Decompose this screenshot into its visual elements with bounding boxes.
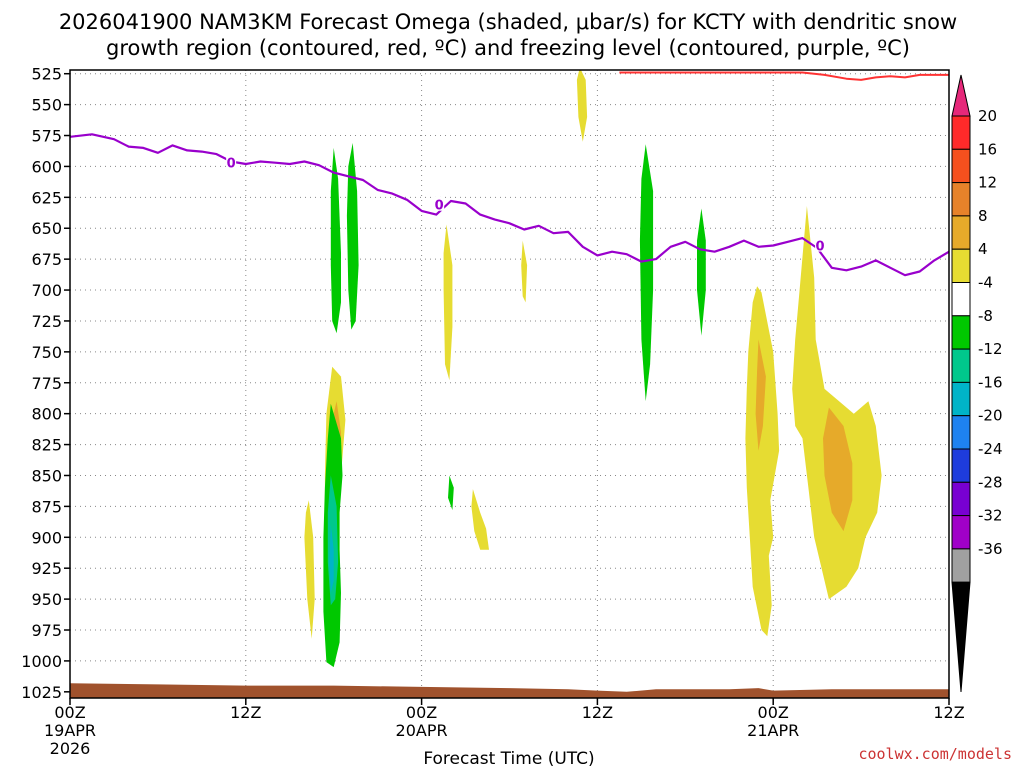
colorbar-swatch [951,182,971,217]
ground-terrain [70,683,949,698]
contour-label-bg [434,196,445,211]
y-tick-label: 525 [31,65,62,84]
colorbar-label: 12 [978,174,997,192]
x-tick-date: 20APR [396,721,448,740]
colorbar-swatch [951,448,971,483]
omega-region [823,407,853,532]
omega-region [304,500,315,639]
colorbar-label: -24 [978,440,1003,458]
omega-region [521,240,528,303]
y-tick-label: 1000 [21,652,62,671]
colorbar-label: 4 [978,240,988,258]
omega-region [346,142,359,330]
colorbar-label: -16 [978,373,1003,391]
omega-region [329,524,334,593]
y-tick-label: 675 [31,250,62,269]
y-tick-label: 550 [31,96,62,115]
colorbar-label: -4 [978,274,993,292]
x-tick-year: 2026 [50,739,91,758]
y-tick-label: 875 [31,497,62,516]
colorbar-top-arrow [951,74,971,117]
x-tick-label: 00Z [54,703,85,722]
y-tick-label: 975 [31,621,62,640]
credit-text: coolwx.com/models [858,745,1012,763]
y-tick-label: 750 [31,343,62,362]
freezing-level-label: 0 [435,199,444,214]
colorbar-label: 8 [978,207,988,225]
x-tick-date: 19APR [44,721,96,740]
dgz-contour-line [619,71,949,81]
colorbar-swatch [951,515,971,550]
omega-region [639,144,654,402]
colorbar-label: -12 [978,340,1003,358]
colorbar-swatch [951,381,971,417]
colorbar-label: -8 [978,307,993,325]
omega-region [448,475,454,511]
omega-region [792,206,882,600]
plot-area: 0 0 0 525 550 575 600 625 650 675 700 725 750 775 800… [21,65,964,758]
x-tick-date: 21APR [747,721,799,740]
colorbar-label: -32 [978,507,1003,525]
colorbar-label: 20 [978,107,997,125]
chart-title-line2: growth region (contoured, red, ºC) and f… [106,36,910,60]
colorbar-swatch [951,481,971,517]
x-tick-label: 12Z [230,703,261,722]
omega-region [576,70,588,142]
colorbar-swatch [951,315,971,350]
omega-region [745,286,780,637]
y-tick-label: 850 [31,466,62,485]
colorbar-swatch [951,348,971,383]
y-tick-label: 650 [31,219,62,238]
contour-lines: 0 0 0 [70,71,949,277]
x-tick-label: 00Z [758,703,789,722]
y-tick-label: 700 [31,281,62,300]
colorbar-bottom-arrow [951,581,971,693]
colorbar-swatch [951,248,971,283]
y-tick-label: 1025 [21,683,62,702]
y-tick-label: 575 [31,127,62,146]
y-tick-label: 725 [31,312,62,331]
contour-label-bg [226,154,237,169]
plot-frame [69,69,950,699]
omega-region [471,489,489,550]
y-tick-label: 950 [31,590,62,609]
y-tick-label: 925 [31,559,62,578]
x-axis-label: Forecast Time (UTC) [423,749,594,768]
chart-title-line1: 2026041900 NAM3KM Forecast Omega (shaded… [59,10,957,34]
y-tick-label: 600 [31,157,62,176]
colorbar-label: -36 [978,540,1003,558]
y-tick-label: 625 [31,188,62,207]
y-axis: 525 550 575 600 625 650 675 700 725 750 775 800 825 8… [21,65,70,702]
colorbar-swatch [951,215,971,250]
x-tick-label: 12Z [582,703,613,722]
colorbar: 20 16 12 8 4 -4 -8 -12 -16 -20 -24 -28 -32 -36 [951,74,1003,693]
y-tick-label: 800 [31,405,62,424]
colorbar-label: -20 [978,407,1003,425]
omega-shading [304,70,882,668]
ground-surface [70,683,949,698]
colorbar-swatch [951,282,971,317]
y-tick-label: 775 [31,374,62,393]
colorbar-swatch [951,148,971,184]
colorbar-swatch [951,415,971,450]
y-tick-label: 825 [31,436,62,455]
omega-region [443,224,453,381]
x-tick-label: 00Z [406,703,437,722]
contour-label-bg [815,237,826,252]
y-tick-label: 900 [31,528,62,547]
colorbar-swatch [951,548,971,583]
omega-region [330,147,341,334]
freezing-level-label: 0 [227,157,236,172]
x-tick-label: 12Z [933,703,964,722]
omega-region [697,208,706,336]
colorbar-swatch [951,115,971,150]
colorbar-label: -28 [978,473,1003,491]
freezing-level-label: 0 [816,240,825,255]
omega-region [755,339,766,451]
colorbar-label: 16 [978,140,997,158]
